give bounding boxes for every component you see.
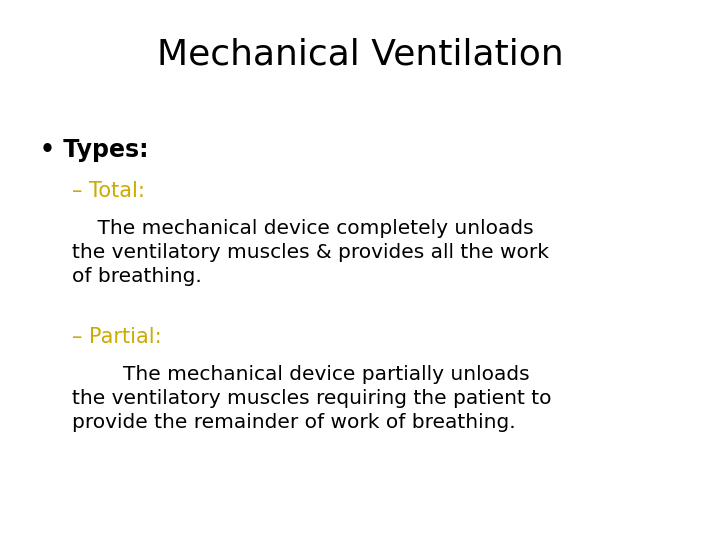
Text: The mechanical device partially unloads
the ventilatory muscles requiring the pa: The mechanical device partially unloads …	[72, 364, 552, 432]
Text: Mechanical Ventilation: Mechanical Ventilation	[157, 38, 563, 72]
Text: • Types:: • Types:	[40, 138, 148, 161]
Text: The mechanical device completely unloads
the ventilatory muscles & provides all : The mechanical device completely unloads…	[72, 219, 549, 286]
Text: – Total:: – Total:	[72, 181, 145, 201]
Text: – Partial:: – Partial:	[72, 327, 161, 347]
